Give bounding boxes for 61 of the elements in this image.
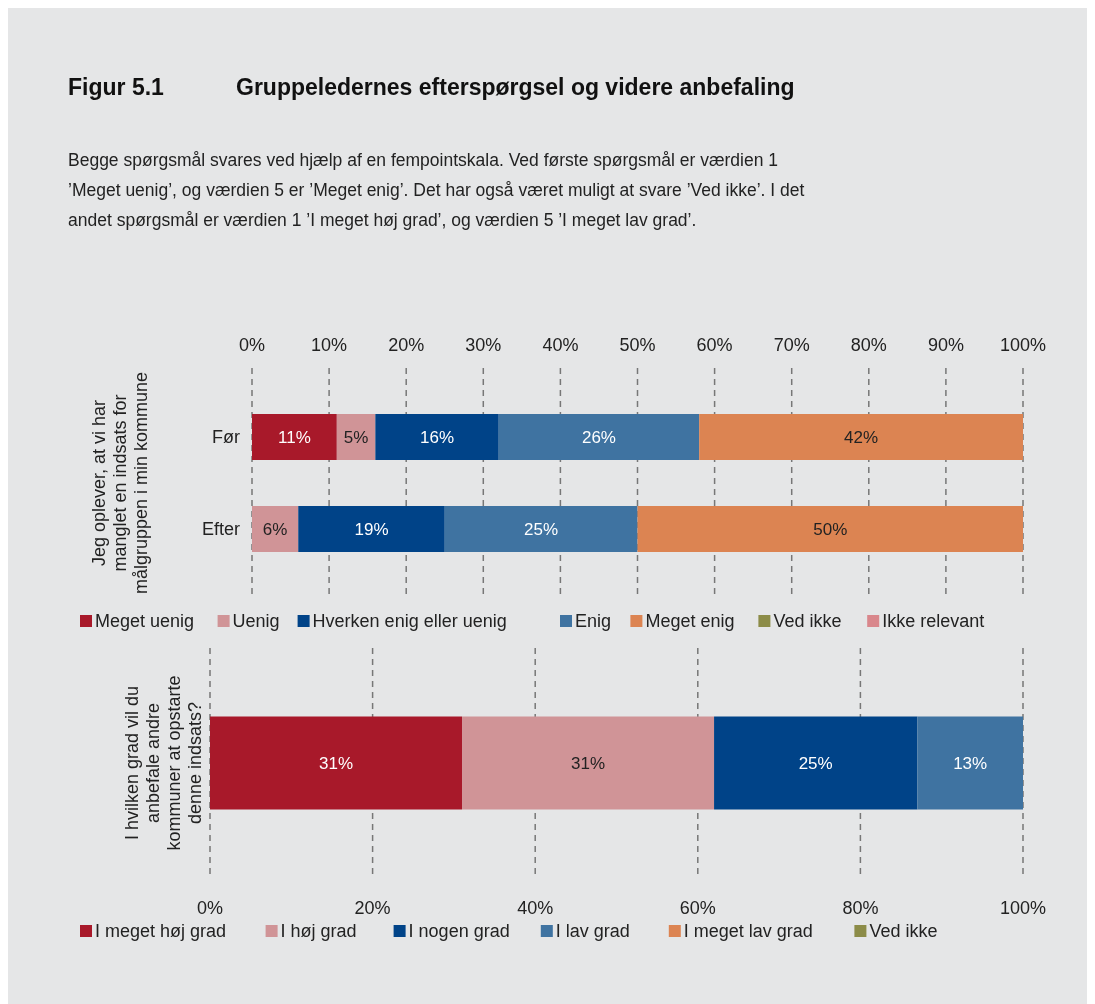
- bar: [917, 716, 1023, 810]
- y-tick-label: Efter: [201, 519, 240, 540]
- data-label: 25%: [524, 519, 559, 539]
- legend-label: I lav grad: [555, 921, 630, 942]
- bar: [637, 506, 1023, 552]
- bar: [462, 716, 715, 810]
- x-tick-label: 100%: [999, 335, 1047, 356]
- y-axis-title: I hvilken grad vil du anbefale andre kommuner at opstarte denne indsats?: [121, 675, 205, 851]
- data-label: 6%: [262, 519, 288, 539]
- data-label: 16%: [420, 427, 455, 447]
- bar: [298, 506, 445, 552]
- bar: [375, 414, 499, 460]
- bar: [252, 506, 299, 552]
- x-tick-label: 30%: [465, 335, 502, 356]
- data-label: 11%: [278, 427, 311, 447]
- bar: [699, 414, 1023, 460]
- legend-label: I meget høj grad: [95, 921, 227, 942]
- legend-label: Ved ikke: [773, 611, 842, 632]
- bar: [210, 716, 463, 810]
- x-tick-label: 20%: [388, 335, 425, 356]
- data-label: 19%: [354, 519, 389, 539]
- data-label: 25%: [798, 753, 833, 773]
- legend-label: Enig: [575, 611, 612, 632]
- bar: [252, 414, 337, 460]
- x-tick-label: 50%: [619, 335, 656, 356]
- data-label: 26%: [581, 427, 616, 447]
- y-axis-title: Jeg oplever, at vi har manglet en indsats for målgruppen i min kommune: [89, 371, 152, 595]
- bar: [714, 716, 918, 810]
- x-tick-label: 60%: [679, 898, 716, 919]
- x-tick-label: 0%: [238, 335, 266, 356]
- x-tick-label: 80%: [842, 898, 879, 919]
- x-tick-label: 40%: [542, 335, 579, 356]
- legend-label: Hverken enig eller uenig: [312, 611, 507, 632]
- legend-label: I meget lav grad: [683, 921, 813, 942]
- x-tick-label: 0%: [196, 898, 224, 919]
- x-tick-label: 20%: [354, 898, 391, 919]
- legend-label: Meget enig: [645, 611, 735, 632]
- legend-label: Uenig: [232, 611, 280, 632]
- legend-label: I nogen grad: [408, 921, 510, 942]
- bar: [498, 414, 700, 460]
- x-tick-label: 70%: [773, 335, 810, 356]
- legend-label: Ikke relevant: [882, 611, 985, 632]
- chart-title: Figur 5.1 Gruppeledernes efterspørgsel og videre anbefaling: [68, 74, 795, 100]
- chart-subtitle: Begge spørgsmål svares ved hjælp af en fempointskala. Ved første spørgsmål er værdien 1 ’Meget uenig’, og værdien 5 er ’Meget enig’. Det har også været muligt at svare ’Ved ikke’. I det andet spørgsmål er værdien 1 ’I meget høj grad’, og værdien 5 ’I meget lav grad’.: [68, 150, 805, 230]
- x-tick-label: 100%: [999, 898, 1047, 919]
- data-label: 13%: [953, 753, 988, 773]
- x-tick-label: 40%: [517, 898, 554, 919]
- legend-label: Meget uenig: [95, 611, 195, 632]
- y-tick-label: Før: [212, 427, 241, 448]
- x-tick-label: 60%: [696, 335, 733, 356]
- data-label: 42%: [844, 427, 879, 447]
- x-tick-label: 90%: [927, 335, 964, 356]
- bar: [444, 506, 638, 552]
- x-tick-label: 80%: [850, 335, 887, 356]
- data-label: 5%: [343, 427, 369, 447]
- data-label: 50%: [813, 519, 848, 539]
- x-tick-label: 10%: [311, 335, 348, 356]
- data-label: 31%: [571, 753, 606, 773]
- legend-label: I høj grad: [280, 921, 357, 942]
- data-label: 31%: [319, 753, 354, 773]
- legend-label: Ved ikke: [869, 921, 938, 942]
